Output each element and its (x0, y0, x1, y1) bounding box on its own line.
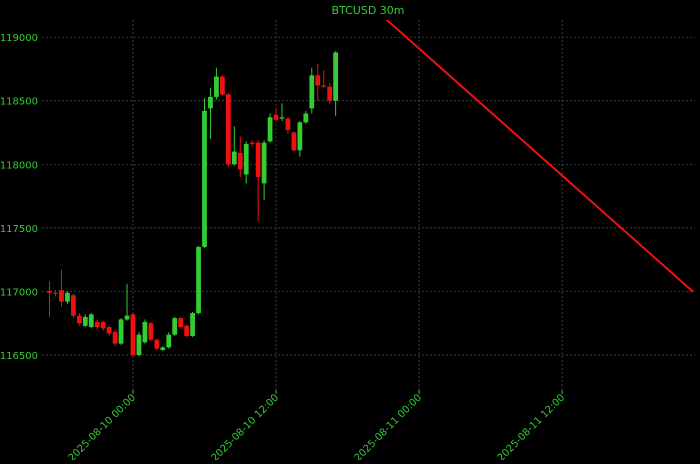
candle-body (273, 114, 279, 120)
y-tick-label: 118500 (0, 97, 38, 108)
candle-body (154, 339, 160, 349)
candle-body (124, 315, 130, 320)
candle-body (231, 151, 237, 165)
candle-body (196, 246, 201, 314)
candle-body (327, 86, 333, 101)
candle-body (315, 75, 321, 86)
candle-body (71, 295, 76, 316)
candle-body (172, 318, 178, 335)
x-tick-label: 2025-08-11 00:00 (353, 392, 425, 460)
candle-body (88, 314, 94, 328)
candle-body (130, 314, 136, 356)
candle-body (136, 334, 142, 356)
y-tick-label: 118000 (0, 160, 38, 171)
candle-body (59, 290, 64, 302)
candle-body (47, 290, 52, 293)
candle-body (190, 313, 195, 336)
candle-body (214, 76, 219, 97)
x-tick-label: 2025-08-10 00:00 (67, 392, 139, 460)
candle-body (202, 110, 207, 247)
candle-body (303, 113, 309, 123)
candle-body (225, 94, 231, 165)
candle-body (297, 122, 303, 151)
trend-line (385, 20, 694, 293)
candle-body (261, 142, 267, 184)
candle-body (148, 323, 154, 340)
candle-body (255, 142, 261, 178)
y-tick-label: 117000 (0, 287, 38, 298)
candle-body (220, 76, 225, 95)
candle-body (112, 332, 118, 344)
candle-body (249, 142, 255, 144)
candle-body (65, 292, 70, 302)
candle-body (243, 143, 249, 175)
candle-body (106, 327, 112, 334)
candle-body (279, 117, 285, 119)
x-tick-label: 2025-08-11 12:00 (496, 392, 568, 460)
plot (47, 20, 694, 358)
candle-body (142, 321, 148, 343)
y-tick-label: 117500 (0, 224, 38, 235)
candle-body (100, 321, 106, 329)
candle-body (82, 316, 88, 326)
candle-body (166, 334, 172, 348)
candle-body (76, 315, 82, 324)
candle-body (285, 118, 291, 130)
y-tick-label: 119000 (0, 33, 38, 44)
candle-body (208, 96, 213, 109)
candle-body (53, 292, 58, 294)
chart-title: BTCUSD 30m (331, 4, 404, 17)
candle-body (321, 85, 327, 87)
candle-body (94, 321, 100, 328)
candle-body (267, 117, 273, 142)
candle-body (160, 347, 166, 350)
x-tick-label: 2025-08-10 12:00 (210, 392, 282, 460)
candle-body (291, 132, 297, 151)
y-tick-label: 116500 (0, 351, 38, 362)
candle-body (184, 325, 190, 336)
candle-body (309, 75, 315, 109)
candle-body (118, 319, 124, 344)
candle-body (333, 52, 339, 101)
candle-body (178, 318, 184, 328)
candle-body (237, 152, 243, 170)
